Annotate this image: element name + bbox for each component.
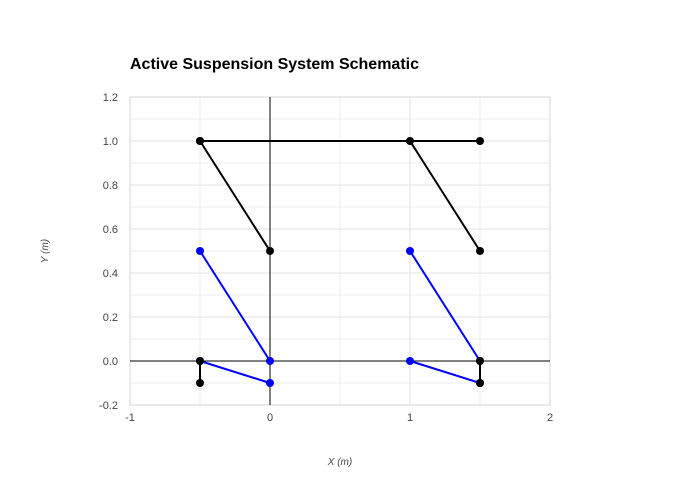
- x-tick-label: 1: [407, 412, 413, 424]
- data-point: [406, 357, 414, 365]
- data-point: [196, 357, 204, 365]
- y-tick-label: 0.6: [103, 224, 118, 236]
- series-line: [199, 250, 271, 362]
- x-axis-title: X (m): [327, 457, 352, 468]
- data-point: [476, 137, 484, 145]
- x-tick-label: 2: [547, 412, 553, 424]
- y-tick-label: 1.0: [103, 136, 118, 148]
- series-line: [409, 360, 481, 384]
- series-line: [199, 140, 271, 252]
- data-point: [266, 247, 274, 255]
- y-tick-label: 0.4: [103, 268, 118, 280]
- y-tick-label: -0.2: [99, 400, 118, 412]
- x-tick-label: 0: [267, 412, 273, 424]
- y-tick-label: 1.2: [103, 92, 118, 104]
- data-point: [406, 137, 414, 145]
- y-tick-label: 0.8: [103, 180, 118, 192]
- data-point: [476, 357, 484, 365]
- data-point: [196, 247, 204, 255]
- data-point: [196, 137, 204, 145]
- data-point: [266, 379, 274, 387]
- plot-border: [129, 96, 551, 406]
- data-point: [476, 379, 484, 387]
- chart-title: Active Suspension System Schematic: [130, 56, 419, 73]
- x-tick-label: -1: [125, 412, 135, 424]
- series-line: [409, 140, 481, 252]
- data-point: [266, 357, 274, 365]
- data-point: [476, 247, 484, 255]
- series-line: [199, 360, 271, 384]
- y-tick-label: 0.0: [103, 356, 118, 368]
- y-axis-title: Y (m): [40, 239, 51, 263]
- series-line: [409, 250, 481, 362]
- y-tick-label: 0.2: [103, 312, 118, 324]
- data-point: [196, 379, 204, 387]
- data-point: [406, 247, 414, 255]
